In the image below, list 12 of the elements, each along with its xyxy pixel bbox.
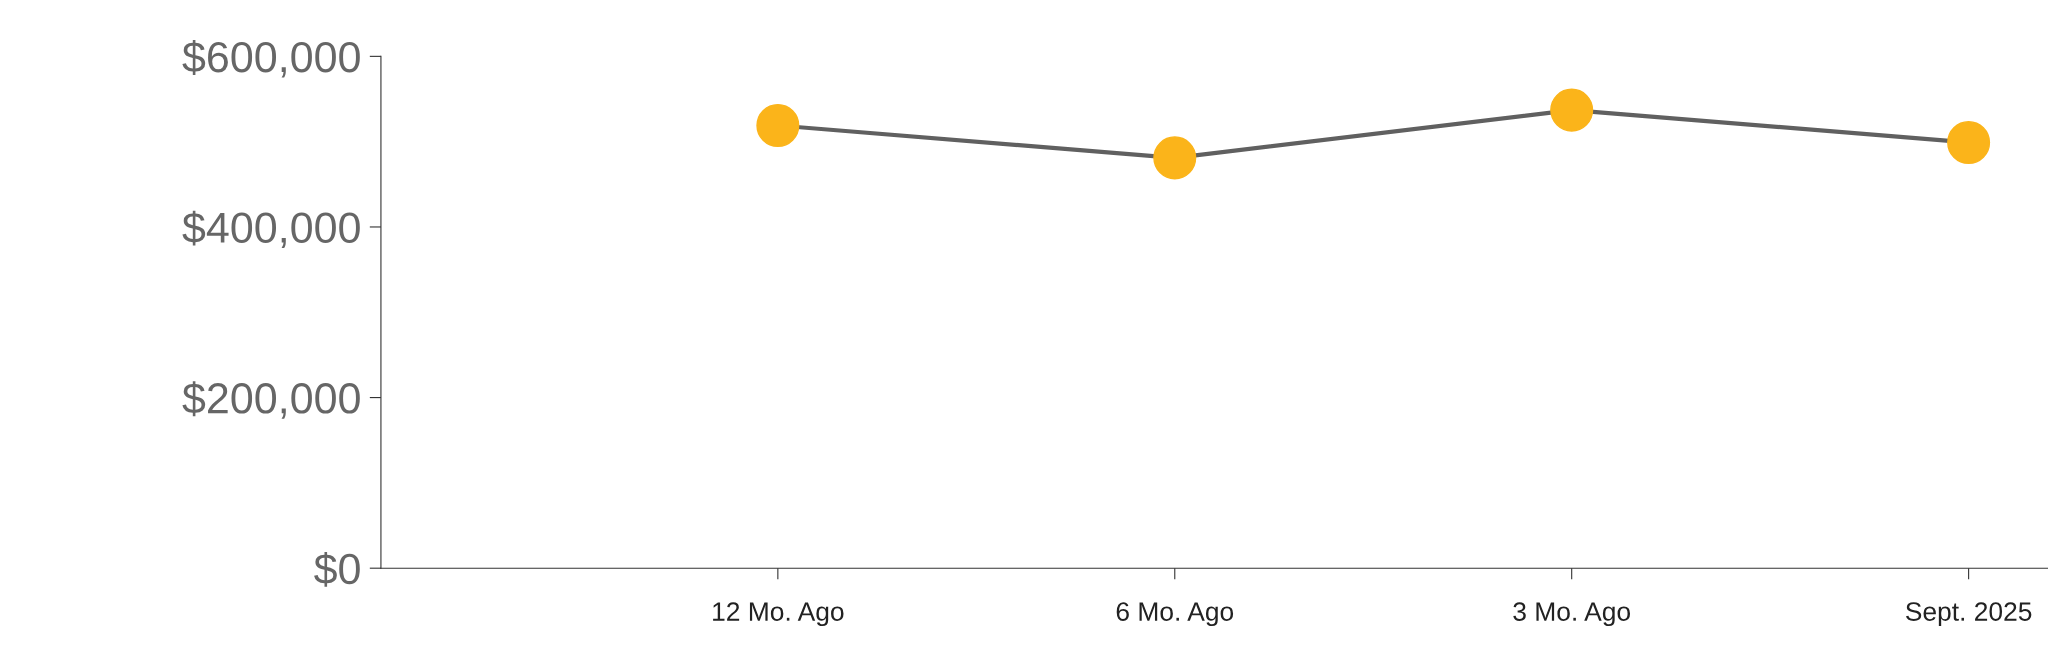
y-tick-label: $200,000 — [182, 381, 360, 419]
y-tick-label: $400,000 — [182, 210, 360, 249]
point — [1947, 120, 1991, 165]
point — [756, 103, 800, 147]
y-tick-label: $0 — [314, 551, 360, 587]
y-tick-label: $600,000 — [182, 40, 360, 78]
x-tick-label: Sept. 2025 — [1905, 602, 2032, 627]
x-tick-label: 6 Mo. Ago — [1116, 602, 1234, 627]
x-tick-label: 3 Mo. Ago — [1513, 602, 1631, 627]
x-tick-label: 12 Mo. Ago — [713, 602, 844, 627]
point — [1550, 88, 1594, 132]
point — [1153, 136, 1197, 180]
